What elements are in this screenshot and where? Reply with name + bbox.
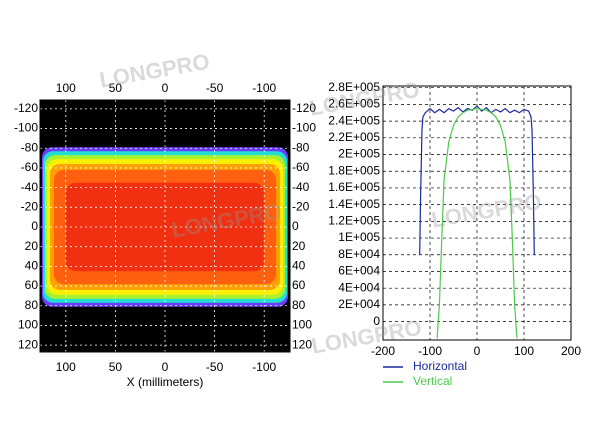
legend-label: Horizontal [413, 359, 467, 373]
y-tick-label: 60 [25, 278, 39, 292]
y-tick-label: -40 [21, 180, 39, 194]
y-tick-label: -120 [292, 101, 316, 115]
series-line [419, 105, 535, 255]
y-tick-label: 1.6E+005 [328, 180, 380, 194]
y-tick-label: 2E+005 [338, 147, 380, 161]
x-axis-title: X (millimeters) [127, 375, 204, 389]
y-tick-label: 2.2E+005 [328, 130, 380, 144]
plot-border [39, 99, 291, 353]
y-tick-label: -80 [21, 140, 39, 154]
y-tick-label: 1.8E+005 [328, 163, 380, 177]
y-tick-label: -20 [21, 199, 39, 213]
y-tick-label: -60 [292, 160, 310, 174]
series-line [436, 107, 518, 339]
y-tick-label: 20 [292, 239, 306, 253]
y-tick-label: 0 [292, 219, 299, 233]
y-tick-label: 80 [292, 298, 306, 312]
y-tick-label: 40 [25, 259, 39, 273]
y-tick-label: 2.4E+005 [328, 113, 380, 127]
x-tick-label: 100 [56, 81, 76, 95]
x-tick-label: 0 [162, 360, 169, 374]
x-tick-label: -200 [371, 344, 395, 358]
y-tick-label: 1.4E+005 [328, 197, 380, 211]
y-tick-label: 2.6E+005 [328, 97, 380, 111]
y-tick-label: -100 [292, 121, 316, 135]
x-tick-label: 50 [109, 360, 123, 374]
x-tick-label: -50 [206, 81, 224, 95]
y-tick-label: 2.8E+005 [328, 80, 380, 94]
x-tick-label: -100 [252, 360, 276, 374]
x-tick-label: -100 [252, 81, 276, 95]
x-tick-label: 100 [514, 344, 534, 358]
y-tick-label: 100 [18, 318, 38, 332]
y-tick-label: 1.2E+005 [328, 214, 380, 228]
plot-border [382, 85, 572, 341]
y-tick-label: -100 [14, 121, 38, 135]
y-tick-label: 0 [31, 219, 38, 233]
y-tick-label: 20 [25, 239, 39, 253]
y-tick-label: -40 [292, 180, 310, 194]
y-tick-label: 4E+004 [338, 280, 380, 294]
legend-label: Vertical [413, 374, 452, 388]
y-tick-label: -20 [292, 199, 310, 213]
watermark: LONGPRO [310, 315, 424, 359]
y-tick-label: 80 [25, 298, 39, 312]
x-tick-label: 100 [56, 360, 76, 374]
y-tick-label: 8E+004 [338, 247, 380, 261]
x-tick-label: 200 [561, 344, 581, 358]
y-tick-label: 0 [373, 314, 380, 328]
x-tick-label: 0 [474, 344, 481, 358]
y-tick-label: 6E+004 [338, 264, 380, 278]
y-tick-label: 120 [18, 337, 38, 351]
watermark: LONGPRO [98, 49, 212, 93]
y-tick-label: 60 [292, 278, 306, 292]
y-tick-label: 2E+004 [338, 297, 380, 311]
y-tick-label: -120 [14, 101, 38, 115]
x-tick-label: -50 [206, 360, 224, 374]
x-tick-label: -100 [418, 344, 442, 358]
y-tick-label: 40 [292, 259, 306, 273]
y-tick-label: -60 [21, 160, 39, 174]
y-tick-label: 1E+005 [338, 230, 380, 244]
x-tick-label: 50 [109, 81, 123, 95]
y-tick-label: 100 [292, 318, 312, 332]
y-tick-label: -80 [292, 140, 310, 154]
y-tick-label: 120 [292, 337, 312, 351]
x-tick-label: 0 [162, 81, 169, 95]
